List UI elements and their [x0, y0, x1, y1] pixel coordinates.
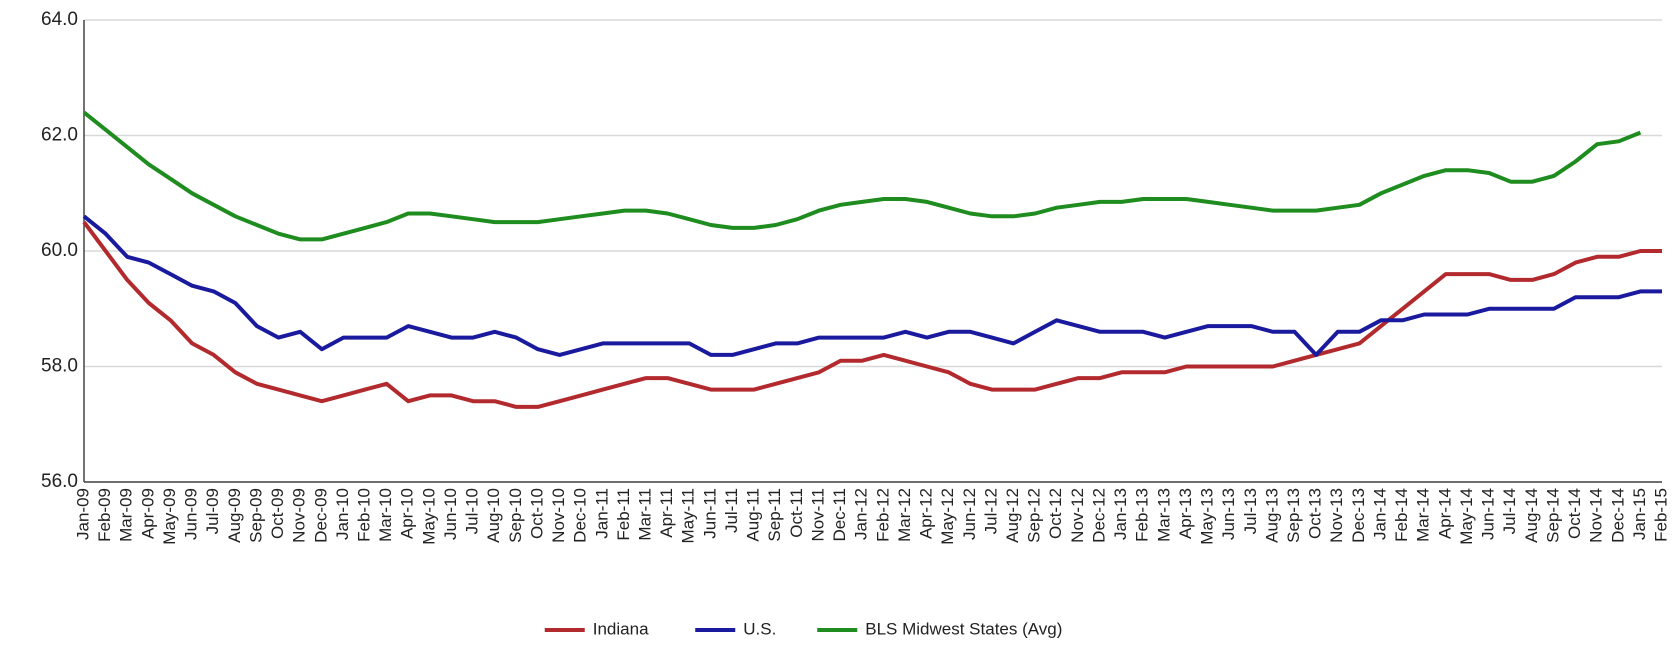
x-tick-label: Jun-12: [960, 488, 979, 540]
x-tick-label: Dec-11: [830, 488, 849, 542]
x-tick-label: Nov-14: [1587, 488, 1606, 543]
x-tick-label: Sep-10: [506, 488, 525, 543]
x-tick-label: Oct-11: [787, 488, 806, 538]
x-tick-label: Mar-10: [376, 488, 395, 542]
x-tick-label: Oct-10: [527, 488, 546, 539]
x-tick-label: Jul-14: [1500, 488, 1519, 534]
x-tick-label: Jul-11: [722, 488, 741, 533]
x-tick-label: Sep-11: [765, 488, 784, 542]
x-tick-label: Jun-09: [182, 488, 201, 540]
x-tick-label: Oct-12: [1046, 488, 1065, 539]
x-tick-label: Aug-13: [1262, 488, 1281, 543]
x-tick-label: Dec-10: [571, 488, 590, 543]
x-tick-label: Jan-10: [333, 488, 352, 540]
x-tick-label: Jan-11: [592, 488, 611, 539]
x-tick-label: Feb-12: [873, 488, 892, 542]
x-tick-label: Jan-14: [1370, 488, 1389, 540]
x-tick-label: Jun-14: [1479, 488, 1498, 540]
x-tick-label: Sep-13: [1284, 488, 1303, 543]
x-tick-label: May-12: [938, 488, 957, 545]
x-tick-label: Feb-15: [1651, 488, 1670, 542]
x-tick-label: Mar-13: [1154, 488, 1173, 542]
x-tick-label: Aug-09: [225, 488, 244, 543]
x-tick-label: May-09: [160, 488, 179, 545]
x-tick-label: Jul-12: [981, 488, 1000, 534]
x-tick-label: Dec-09: [311, 488, 330, 543]
x-tick-label: Jun-11: [700, 488, 719, 539]
x-tick-label: Nov-12: [1068, 488, 1087, 543]
y-tick-label: 64.0: [41, 9, 78, 30]
x-tick-label: Jul-13: [1241, 488, 1260, 534]
x-tick-label: May-13: [1198, 488, 1217, 545]
x-tick-label: May-14: [1457, 488, 1476, 545]
series-line: [82, 220, 1662, 409]
x-tick-label: Nov-10: [549, 488, 568, 543]
x-tick-label: Feb-13: [1133, 488, 1152, 542]
x-tick-label: Apr-12: [917, 488, 936, 539]
x-tick-label: Apr-14: [1435, 488, 1454, 539]
y-tick-label: 62.0: [41, 125, 78, 146]
x-tick-label: Apr-10: [398, 488, 417, 539]
x-tick-label: Jul-10: [463, 488, 482, 534]
x-tick-label: Mar-09: [117, 488, 136, 542]
x-tick-label: Feb-10: [354, 488, 373, 542]
y-tick-label: 58.0: [41, 356, 78, 377]
x-tick-label: Jan-09: [73, 488, 92, 540]
series-line: [82, 110, 1642, 242]
x-tick-label: Oct-14: [1565, 488, 1584, 539]
x-tick-label: Mar-12: [895, 488, 914, 542]
x-tick-label: May-10: [419, 488, 438, 545]
x-tick-label: Nov-11: [808, 488, 827, 542]
x-tick-label: Aug-14: [1522, 488, 1541, 543]
x-tick-label: Nov-13: [1327, 488, 1346, 543]
x-tick-label: Jan-13: [1111, 488, 1130, 540]
x-tick-label: Sep-12: [1025, 488, 1044, 543]
x-tick-label: Aug-10: [484, 488, 503, 543]
x-tick-label: Dec-13: [1349, 488, 1368, 543]
x-tick-label: Nov-09: [290, 488, 309, 543]
x-tick-label: Aug-12: [1003, 488, 1022, 543]
x-tick-label: Feb-09: [95, 488, 114, 542]
x-tick-label: Dec-12: [1089, 488, 1108, 543]
x-tick-label: Dec-14: [1608, 488, 1627, 543]
x-tick-label: Mar-14: [1414, 488, 1433, 542]
x-tick-label: Jan-12: [852, 488, 871, 540]
x-tick-label: Jul-09: [203, 488, 222, 534]
x-tick-label: Feb-14: [1392, 488, 1411, 542]
x-tick-label: Aug-11: [744, 488, 763, 542]
x-tick-label: Feb-11: [614, 488, 633, 541]
x-tick-label: Jan-15: [1630, 488, 1649, 540]
x-tick-label: Sep-14: [1543, 488, 1562, 543]
legend-label: BLS Midwest States (Avg): [865, 619, 1062, 638]
y-tick-label: 56.0: [41, 471, 78, 492]
x-tick-label: Sep-09: [246, 488, 265, 543]
y-tick-label: 60.0: [41, 240, 78, 261]
x-tick-label: Apr-09: [138, 488, 157, 539]
x-tick-label: Oct-09: [268, 488, 287, 539]
legend-label: U.S.: [743, 619, 776, 638]
x-tick-label: Apr-11: [657, 488, 676, 538]
legend-label: Indiana: [593, 619, 649, 638]
x-tick-label: Mar-11: [636, 488, 655, 541]
x-tick-label: Jun-10: [441, 488, 460, 540]
x-tick-label: Jun-13: [1219, 488, 1238, 540]
series-line: [82, 214, 1662, 357]
x-tick-label: Apr-13: [1176, 488, 1195, 539]
x-tick-label: Oct-13: [1306, 488, 1325, 539]
x-tick-label: May-11: [679, 488, 698, 543]
